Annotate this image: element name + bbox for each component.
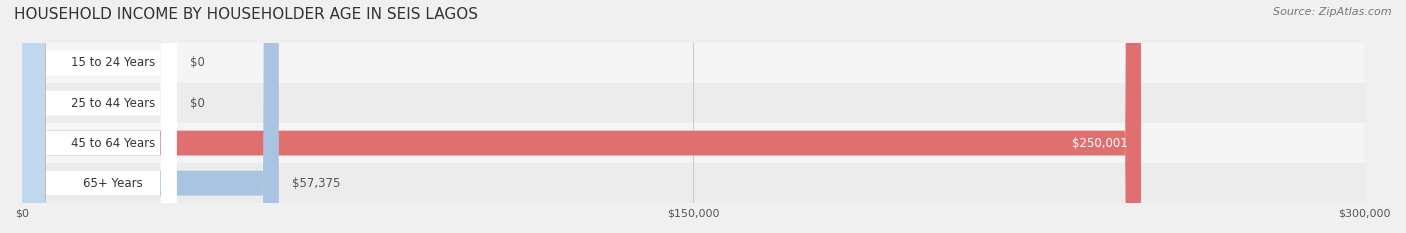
Bar <box>22 83 1365 123</box>
Text: Source: ZipAtlas.com: Source: ZipAtlas.com <box>1274 7 1392 17</box>
FancyBboxPatch shape <box>22 0 176 233</box>
Text: HOUSEHOLD INCOME BY HOUSEHOLDER AGE IN SEIS LAGOS: HOUSEHOLD INCOME BY HOUSEHOLDER AGE IN S… <box>14 7 478 22</box>
FancyBboxPatch shape <box>22 0 1140 233</box>
FancyBboxPatch shape <box>22 0 176 233</box>
Text: 15 to 24 Years: 15 to 24 Years <box>70 56 155 69</box>
Text: 65+ Years: 65+ Years <box>83 177 142 190</box>
Text: 25 to 44 Years: 25 to 44 Years <box>70 96 155 110</box>
Text: $0: $0 <box>190 56 205 69</box>
Bar <box>22 123 1365 163</box>
FancyBboxPatch shape <box>22 0 176 233</box>
Text: 45 to 64 Years: 45 to 64 Years <box>70 137 155 150</box>
Text: $250,001: $250,001 <box>1071 137 1128 150</box>
Text: $0: $0 <box>190 96 205 110</box>
Circle shape <box>18 0 45 233</box>
Circle shape <box>18 0 45 233</box>
Circle shape <box>18 0 45 233</box>
Text: $57,375: $57,375 <box>292 177 340 190</box>
Bar <box>22 43 1365 83</box>
FancyBboxPatch shape <box>22 0 278 233</box>
Circle shape <box>18 0 45 233</box>
FancyBboxPatch shape <box>22 0 176 233</box>
Bar <box>22 163 1365 203</box>
